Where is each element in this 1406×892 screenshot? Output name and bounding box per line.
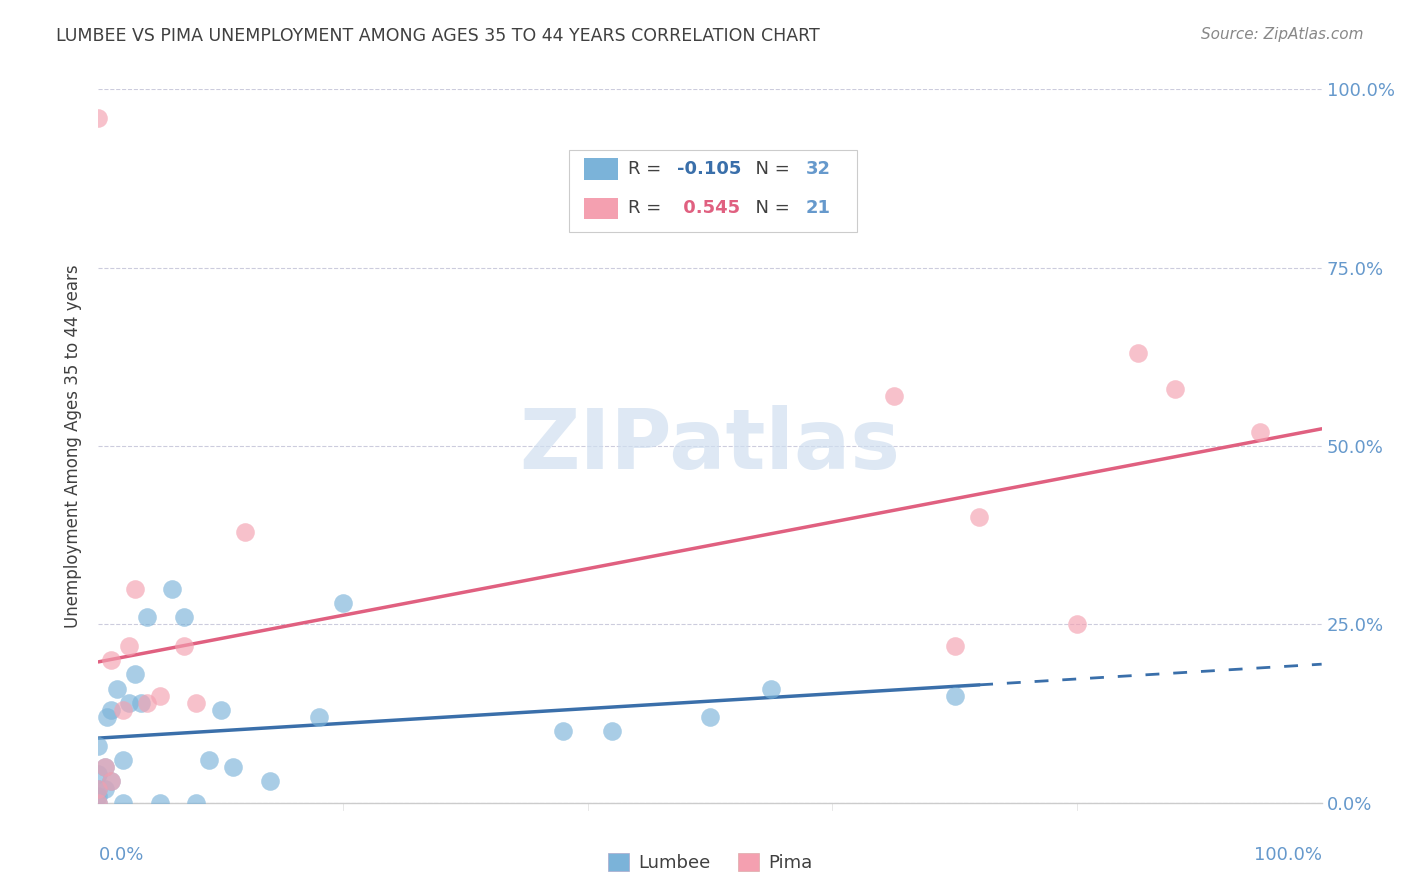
Point (943, 689, 966, 703)
Point (87, 796, 110, 810)
Point (100, 703, 122, 717)
Point (967, 510, 990, 524)
Point (111, 753, 134, 767)
Text: -0.105: -0.105 (678, 161, 741, 178)
Text: R =: R = (628, 161, 666, 178)
Point (87, 767, 110, 781)
Point (87, 789, 110, 803)
Point (222, 760, 245, 774)
Text: 0.545: 0.545 (678, 200, 740, 218)
Point (883, 389, 905, 403)
Point (149, 689, 172, 703)
Point (553, 724, 575, 739)
Point (149, 796, 172, 810)
Point (129, 696, 152, 710)
Point (87, 111, 110, 125)
Text: R =: R = (628, 200, 666, 218)
Point (943, 639, 966, 653)
Point (1128, 346, 1150, 360)
Point (96, 710, 118, 724)
Point (105, 681, 128, 696)
Point (118, 696, 141, 710)
Point (209, 703, 232, 717)
Point (87, 739, 110, 753)
FancyBboxPatch shape (583, 159, 619, 180)
Point (124, 582, 146, 596)
Y-axis label: Unemployment Among Ages 35 to 44 years: Unemployment Among Ages 35 to 44 years (65, 264, 83, 628)
Point (332, 596, 354, 610)
Point (186, 696, 208, 710)
Text: N =: N = (744, 161, 796, 178)
Text: 32: 32 (806, 161, 831, 178)
Text: 100.0%: 100.0% (1254, 846, 1322, 863)
Text: 0.0%: 0.0% (98, 846, 143, 863)
Point (308, 710, 330, 724)
Point (111, 703, 134, 717)
Point (160, 582, 183, 596)
Text: ZIPatlas: ZIPatlas (520, 406, 900, 486)
Point (1066, 617, 1088, 632)
Point (186, 796, 208, 810)
Point (259, 774, 281, 789)
Text: LUMBEE VS PIMA UNEMPLOYMENT AMONG AGES 35 TO 44 YEARS CORRELATION CHART: LUMBEE VS PIMA UNEMPLOYMENT AMONG AGES 3… (56, 27, 820, 45)
Point (93, 760, 115, 774)
Point (699, 710, 721, 724)
Point (111, 796, 134, 810)
Point (136, 610, 159, 624)
Point (1249, 425, 1271, 439)
Point (124, 667, 146, 681)
Point (100, 653, 122, 667)
Point (87, 781, 110, 796)
Point (93, 781, 115, 796)
Point (173, 610, 195, 624)
Point (136, 696, 159, 710)
Point (173, 639, 195, 653)
FancyBboxPatch shape (583, 198, 619, 219)
Point (87, 796, 110, 810)
Text: N =: N = (744, 200, 796, 218)
Point (600, 724, 623, 739)
Point (233, 524, 256, 539)
FancyBboxPatch shape (569, 150, 856, 232)
Point (197, 753, 219, 767)
Text: Source: ZipAtlas.com: Source: ZipAtlas.com (1201, 27, 1364, 42)
Text: 21: 21 (806, 200, 831, 218)
Legend: Lumbee, Pima: Lumbee, Pima (600, 846, 820, 880)
Point (118, 639, 141, 653)
Point (1164, 382, 1187, 396)
Point (87, 781, 110, 796)
Point (93, 760, 115, 774)
Point (761, 681, 783, 696)
Point (100, 774, 122, 789)
Point (100, 774, 122, 789)
